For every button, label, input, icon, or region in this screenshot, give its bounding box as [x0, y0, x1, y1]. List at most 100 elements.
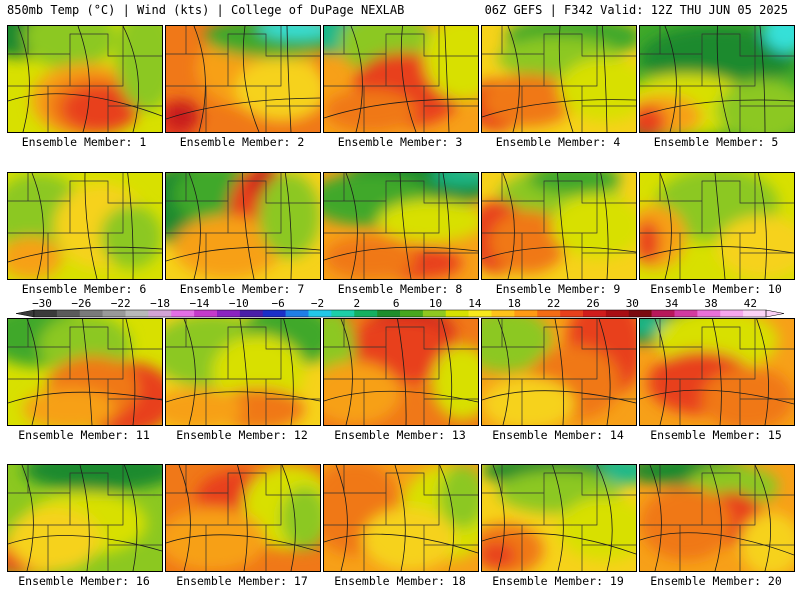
temperature-region — [424, 26, 478, 101]
colorbar-swatch — [674, 310, 698, 317]
colorbar-tick-label: −2 — [311, 297, 324, 310]
contour-lines — [8, 26, 162, 132]
member-label: Ensemble Member: 1 — [21, 135, 147, 149]
state-boundaries — [8, 173, 162, 279]
temperature-region — [439, 465, 478, 529]
temperature-region — [740, 512, 794, 571]
state-boundaries — [482, 319, 636, 425]
member-label: Ensemble Member: 9 — [495, 282, 621, 296]
state-boundaries — [640, 173, 794, 279]
member-label: Ensemble Member: 8 — [337, 282, 463, 296]
colorbar-swatch — [148, 310, 172, 317]
colorbar-swatch — [262, 310, 286, 317]
ensemble-map-6 — [7, 172, 163, 280]
colorbar-swatch — [34, 310, 58, 317]
temperature-region — [166, 507, 267, 571]
temperature-region — [8, 507, 101, 571]
colorbar-tick-label: −26 — [71, 297, 91, 310]
colorbar-swatch — [651, 310, 675, 317]
colorbar-swatch — [583, 310, 607, 317]
colorbar-swatch — [308, 310, 332, 317]
colorbar-swatch — [422, 310, 447, 317]
ensemble-map-19 — [481, 464, 637, 572]
colorbar-outline — [33, 309, 767, 318]
colorbar-tick-label: 34 — [665, 297, 679, 310]
temperature-region — [61, 85, 139, 132]
member-label: Ensemble Member: 19 — [492, 574, 624, 588]
colorbar-swatch — [331, 310, 355, 317]
colorbar-tick-label: −30 — [32, 297, 52, 310]
contour-lines — [8, 173, 162, 279]
temperature-region — [701, 366, 794, 425]
colorbar-swatch — [125, 310, 149, 317]
contour-lines — [324, 173, 478, 279]
temperature-region — [640, 486, 733, 561]
temperature-region — [717, 79, 794, 132]
temperature-region — [324, 361, 401, 425]
contour-lines — [166, 319, 320, 425]
member-label: Ensemble Member: 20 — [650, 574, 782, 588]
colorbar-tick-label: −22 — [111, 297, 131, 310]
temperature-region — [559, 57, 636, 122]
ensemble-map-11 — [7, 318, 163, 426]
colorbar-swatch — [79, 310, 103, 317]
temperature-region — [281, 486, 320, 550]
contour-lines — [482, 26, 636, 132]
temperature-region — [640, 105, 667, 132]
temperature-colorbar: −30 −26 −22 −18 −14 −10 −6 −2 2 6 10 14 18 22 26 30 34 38… — [15, 297, 785, 318]
colorbar-tick-label: 26 — [586, 297, 599, 310]
colorbar-high-arrow — [765, 309, 785, 318]
chart-title: 850mb Temp (°C) | Wind (kts) | College o… — [7, 3, 405, 17]
temperature-region — [8, 236, 62, 279]
colorbar-tick-label: 18 — [508, 297, 521, 310]
temperature-region — [482, 319, 552, 372]
colorbar-tick-label: 14 — [468, 297, 482, 310]
colorbar-swatch — [354, 310, 378, 317]
state-boundaries — [8, 26, 162, 132]
colorbar-swatch — [171, 310, 195, 317]
colorbar-swatch — [217, 310, 241, 317]
colorbar-tick-label: 22 — [547, 297, 560, 310]
colorbar-tick-label: 2 — [354, 297, 361, 310]
member-label: Ensemble Member: 7 — [179, 282, 305, 296]
colorbar-swatch — [239, 310, 264, 317]
colorbar-swatch — [514, 310, 538, 317]
state-boundaries — [482, 173, 636, 279]
temperature-region — [362, 507, 455, 571]
state-boundaries — [166, 465, 320, 571]
contour-lines — [324, 26, 478, 132]
ensemble-map-13 — [323, 318, 479, 426]
colorbar-swatch — [697, 310, 721, 317]
contour-lines — [166, 173, 320, 279]
ensemble-map-20 — [639, 464, 795, 572]
member-label: Ensemble Member: 4 — [495, 135, 621, 149]
ensemble-map-12 — [165, 318, 321, 426]
member-label: Ensemble Member: 2 — [179, 135, 305, 149]
temperature-region — [482, 377, 575, 425]
contour-lines — [8, 319, 162, 425]
temperature-region — [212, 334, 305, 410]
temperature-region — [115, 26, 162, 111]
colorbar-tick-label: −14 — [189, 297, 209, 310]
ensemble-map-8 — [323, 172, 479, 280]
member-label: Ensemble Member: 5 — [653, 135, 779, 149]
ensemble-map-14 — [481, 318, 637, 426]
temperature-region — [551, 194, 636, 258]
state-boundaries — [166, 173, 320, 279]
temperature-region — [377, 199, 478, 242]
member-label: Ensemble Member: 14 — [492, 428, 624, 442]
temperature-region — [100, 204, 162, 269]
temperature-region — [23, 387, 116, 425]
state-boundaries — [324, 173, 478, 279]
state-boundaries — [640, 319, 794, 425]
temperature-region — [235, 57, 320, 122]
temperature-region — [640, 26, 794, 90]
ensemble-map-17 — [165, 464, 321, 572]
member-label: Ensemble Member: 16 — [18, 574, 150, 588]
member-label: Ensemble Member: 18 — [334, 574, 466, 588]
contour-lines — [640, 173, 794, 279]
ensemble-map-9 — [481, 172, 637, 280]
contour-lines — [8, 465, 162, 571]
member-label: Ensemble Member: 13 — [334, 428, 466, 442]
member-label: Ensemble Member: 11 — [18, 428, 150, 442]
